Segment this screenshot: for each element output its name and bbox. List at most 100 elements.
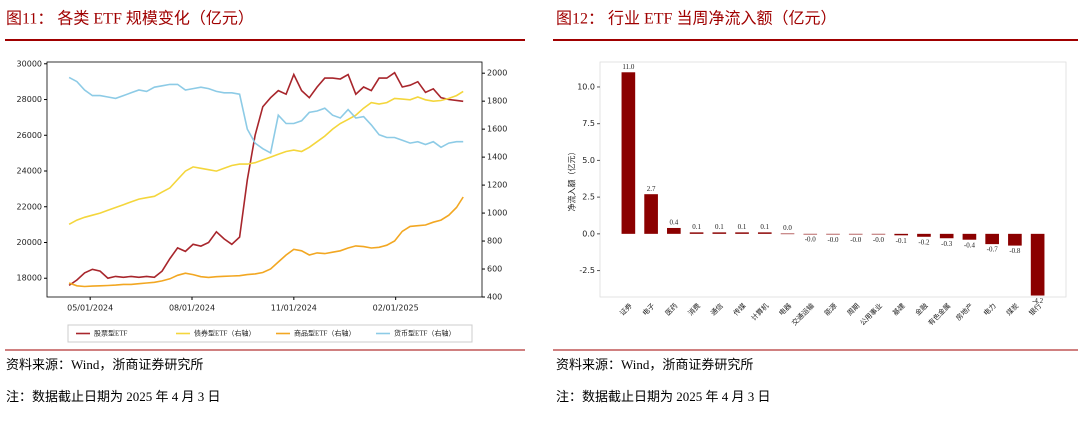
y2-tick-label: 800 [487, 237, 502, 246]
x-tick-label: 消费 [686, 301, 702, 317]
y2-tick-label: 1200 [487, 181, 507, 190]
bar [962, 233, 977, 240]
bar [667, 227, 681, 234]
bar [917, 233, 931, 237]
series-line [68, 76, 464, 155]
x-tick-label: 08/01/2024 [169, 304, 215, 313]
x-tick-label: 公用事业 [858, 301, 884, 327]
figure-title: 图12： 行业 ETF 当周净流入额（亿元） [556, 10, 836, 28]
y2-tick-label: 2000 [487, 69, 507, 78]
y-tick-label: 18000 [17, 274, 42, 283]
value-label: 0.1 [760, 223, 769, 231]
value-label: -0.0 [850, 236, 862, 244]
plot-frame [46, 61, 483, 298]
y-tick-label: -2.5 [579, 266, 595, 275]
bar [757, 232, 772, 234]
x-tick-label: 煤炭 [1004, 301, 1020, 317]
value-label: -0.8 [1009, 247, 1021, 255]
x-tick-label: 02/01/2025 [373, 304, 419, 313]
value-label: -0.2 [918, 238, 930, 246]
value-label: -0.3 [941, 240, 953, 248]
x-tick-label: 金融 [913, 301, 929, 317]
x-tick-label: 周期 [846, 302, 862, 318]
value-label: 0.1 [692, 223, 701, 231]
y2-tick-label: 1000 [487, 209, 507, 218]
x-tick-label: 电器 [777, 301, 793, 317]
figure-title: 图11： 各类 ETF 规模变化（亿元） [6, 10, 254, 28]
y-tick-label: 2.5 [582, 193, 595, 202]
value-label: 0.1 [738, 223, 747, 231]
bar [780, 233, 795, 235]
source: 资料来源：Wind，浙商证券研究所 [6, 357, 203, 372]
y2-tick-label: 600 [487, 265, 502, 274]
legend-label: 股票型ETF [94, 329, 128, 338]
x-tick-label: 医药 [663, 301, 679, 317]
value-label: -0.0 [873, 236, 885, 244]
y-tick-label: 10.0 [577, 82, 595, 91]
bar [985, 233, 999, 245]
y2-tick-label: 1400 [487, 153, 507, 162]
y-tick-label: 20000 [17, 238, 42, 247]
value-label: -0.0 [827, 236, 839, 244]
y-tick-label: 22000 [17, 202, 42, 211]
legend-label: 商品型ETF（右轴） [294, 329, 355, 338]
bar [1030, 233, 1045, 296]
y-tick-label: 5.0 [582, 156, 595, 165]
value-label: 0.0 [783, 224, 792, 232]
value-label: 0.4 [669, 219, 678, 227]
value-label: -4.2 [1032, 297, 1044, 305]
series-line [68, 71, 464, 287]
bar [894, 233, 909, 236]
series-line [68, 196, 464, 288]
y-tick-label: 7.5 [582, 119, 595, 128]
x-tick-label: 房地产 [954, 301, 975, 322]
value-label: -0.0 [805, 236, 817, 244]
value-label: 2.7 [647, 185, 656, 193]
value-label: 0.1 [715, 223, 724, 231]
x-tick-label: 证券 [618, 301, 634, 317]
bar [803, 233, 818, 235]
bar [848, 233, 863, 235]
x-tick-label: 11/01/2024 [271, 304, 317, 313]
x-tick-label: 计算机 [749, 301, 770, 322]
x-tick-label: 电子 [640, 301, 656, 317]
y-tick-label: 30000 [17, 59, 42, 68]
x-tick-label: 通信 [709, 301, 725, 317]
note: 注：数据截止日期为 2025 年 4 月 3 日 [6, 389, 221, 404]
x-tick-label: 电力 [981, 301, 997, 317]
bar [1008, 233, 1022, 246]
legend-label: 债券型ETF（右轴） [194, 329, 255, 338]
value-label: 11.0 [622, 63, 634, 71]
value-label: -0.4 [964, 241, 976, 249]
bar [689, 232, 704, 234]
value-label: -0.7 [987, 246, 999, 254]
bar [735, 232, 749, 234]
note: 注：数据截止日期为 2025 年 4 月 3 日 [556, 389, 771, 404]
x-tick-label: 05/01/2024 [67, 304, 113, 313]
x-tick-label: 交通运输 [790, 301, 816, 327]
x-tick-label: 能源 [822, 301, 838, 317]
y2-tick-label: 1600 [487, 125, 507, 134]
y-tick-label: 26000 [17, 131, 42, 140]
legend-box [67, 324, 473, 343]
y2-tick-label: 1800 [487, 97, 507, 106]
bar [621, 72, 636, 234]
x-tick-label: 基建 [890, 301, 906, 317]
plot-frame [599, 61, 1067, 298]
value-label: -0.1 [896, 237, 908, 245]
bar [826, 233, 840, 235]
y-tick-label: 0.0 [582, 229, 595, 238]
bar [644, 194, 658, 234]
x-tick-label: 传媒 [731, 301, 747, 317]
bar [939, 233, 954, 239]
y2-tick-label: 400 [487, 293, 502, 302]
y-tick-label: 24000 [17, 167, 42, 176]
bar [712, 232, 727, 234]
y-axis-label: 净流入额（亿元） [567, 148, 577, 212]
x-tick-label: 有色金属 [926, 301, 952, 327]
bar [871, 233, 886, 235]
source: 资料来源：Wind，浙商证券研究所 [556, 357, 753, 372]
y-tick-label: 28000 [17, 95, 42, 104]
series-line [68, 90, 464, 226]
